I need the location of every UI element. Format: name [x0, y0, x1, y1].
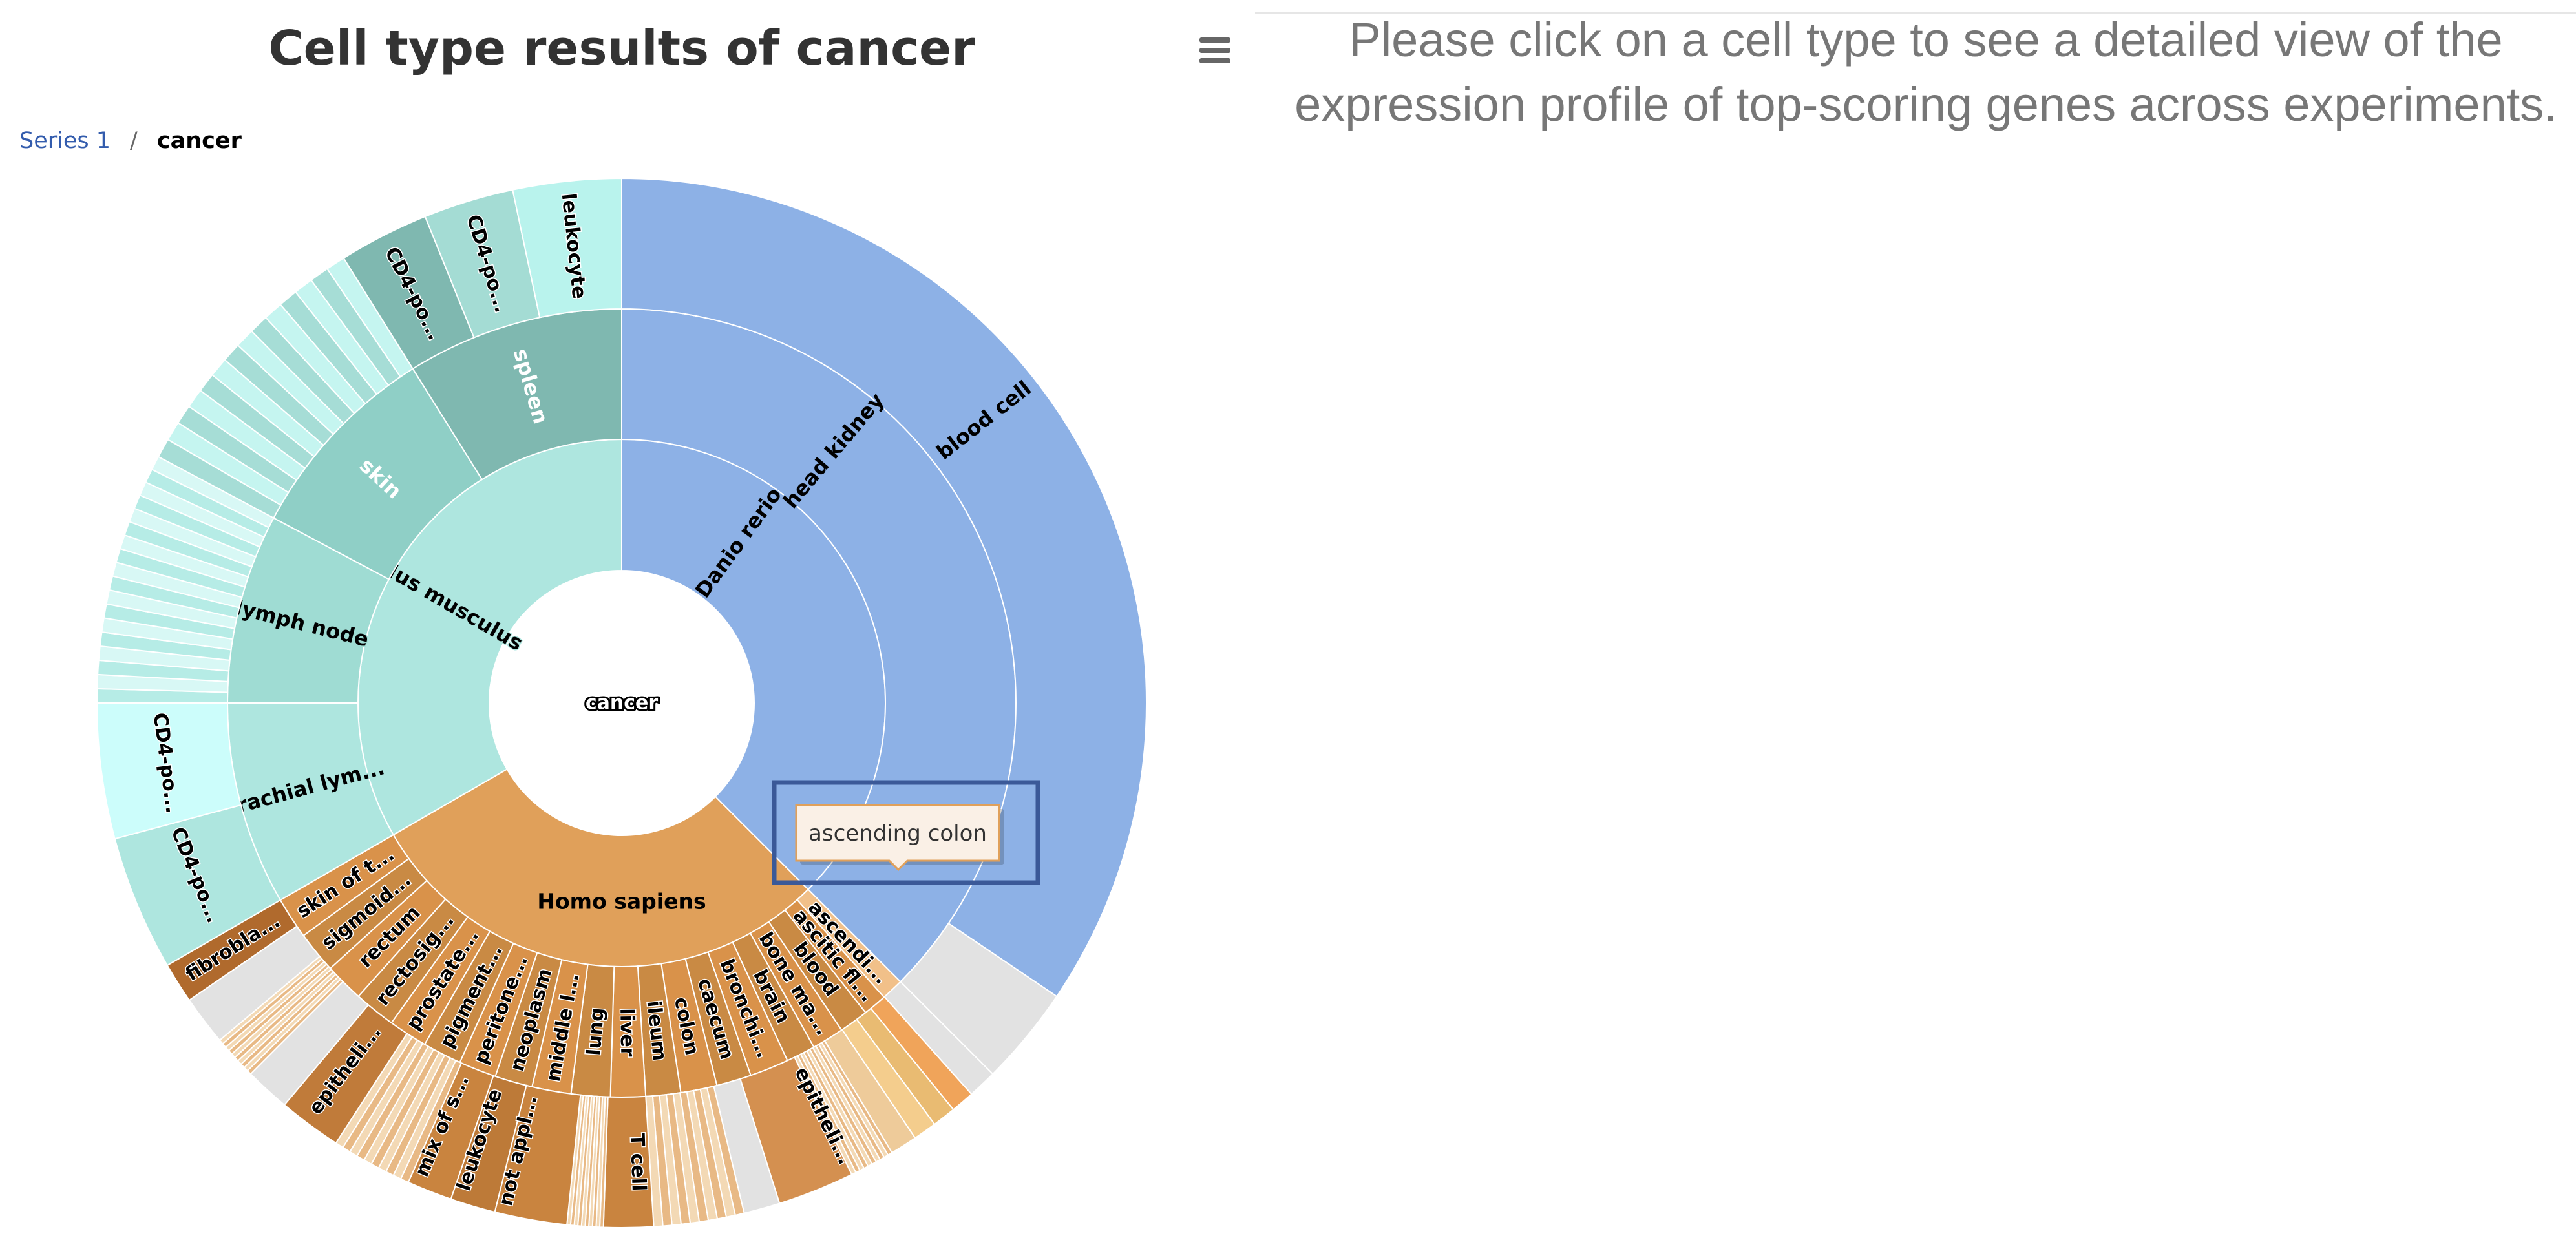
breadcrumb: Series 1 / cancer	[19, 128, 242, 154]
breadcrumb-current: cancer	[156, 128, 242, 154]
panel-divider	[1255, 12, 2576, 14]
label-homo-sapiens: Homo sapiens	[537, 889, 706, 914]
sunburst-center[interactable]	[489, 571, 754, 835]
breadcrumb-separator: /	[130, 128, 138, 154]
ring3-blood-cell[interactable]	[621, 177, 1147, 998]
label-outer-t-cell: T cell	[626, 1133, 650, 1191]
chart-panel: Cell type results of cancer Series 1 / can…	[0, 0, 1254, 1249]
tooltip-text: ascending colon	[808, 821, 987, 846]
label-tissue-10: lung	[582, 1007, 609, 1056]
tooltip: ascending colon	[795, 804, 1004, 872]
label-tissue-9: liver	[615, 1008, 639, 1057]
info-message: Please click on a cell type to see a det…	[1294, 13, 2557, 131]
chart-title: Cell type results of cancer	[268, 21, 975, 76]
breadcrumb-root-link[interactable]: Series 1	[19, 128, 111, 154]
ring3-spleen-leukocyte[interactable]	[511, 177, 622, 319]
sunburst-center-label: cancer	[586, 692, 659, 715]
hover-highlight-box	[772, 780, 1040, 885]
hamburger-menu-icon[interactable]	[1196, 32, 1234, 67]
